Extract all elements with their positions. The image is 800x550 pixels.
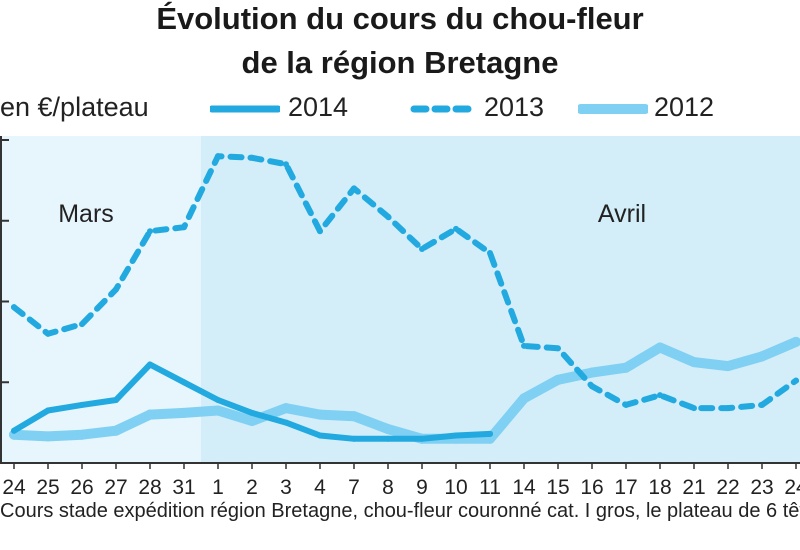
- x-tick-label-13: 10: [444, 476, 467, 499]
- x-tick-label-22: 23: [750, 476, 773, 499]
- x-tick-label-1: 25: [36, 476, 59, 499]
- data-point-2012-16: [553, 374, 563, 385]
- period-label-1: Avril: [598, 200, 646, 228]
- data-point-2013-13: [453, 225, 459, 232]
- data-point-2014-10: [351, 435, 357, 442]
- x-tick-label-21: 22: [716, 476, 739, 499]
- data-point-2013-16: [555, 345, 561, 352]
- data-point-2013-9: [317, 228, 323, 235]
- x-tick-label-12: 9: [416, 476, 428, 499]
- data-point-2013-3: [113, 286, 119, 293]
- period-band-0: [0, 136, 201, 463]
- legend-swatch-2012: [578, 104, 648, 114]
- data-point-2012-1: [43, 431, 53, 442]
- x-tick-label-17: 16: [580, 476, 603, 499]
- data-point-2013-14: [487, 250, 493, 257]
- x-tick-label-3: 27: [104, 476, 127, 499]
- x-tick-label-7: 2: [246, 476, 258, 499]
- data-point-2014-1: [45, 407, 51, 414]
- data-point-2013-20: [691, 405, 697, 412]
- data-point-2014-9: [317, 432, 323, 439]
- data-point-2013-8: [283, 161, 289, 168]
- data-point-2013-15: [521, 342, 527, 349]
- data-point-2013-10: [351, 185, 357, 192]
- data-point-2013-1: [45, 330, 51, 337]
- data-point-2013-17: [589, 383, 595, 390]
- data-point-2014-0: [11, 427, 17, 434]
- data-point-2012-11: [383, 424, 393, 435]
- x-tick-label-6: 1: [212, 476, 224, 499]
- data-point-2014-3: [113, 397, 119, 404]
- source-footnote: Cours stade expédition région Bretagne, …: [0, 500, 800, 522]
- data-point-2013-11: [385, 213, 391, 220]
- chart-title-line-2: de la région Bretagne: [241, 45, 559, 80]
- x-tick-label-20: 21: [682, 476, 705, 499]
- x-tick-label-15: 14: [512, 476, 536, 499]
- data-point-2012-23: [791, 336, 800, 347]
- x-tick-label-5: 31: [172, 476, 195, 499]
- data-point-2012-22: [757, 351, 767, 362]
- data-point-2012-5: [179, 407, 189, 418]
- data-point-2014-5: [181, 379, 187, 386]
- data-point-2013-5: [181, 224, 187, 231]
- data-point-2014-11: [385, 435, 391, 442]
- data-point-2012-19: [655, 342, 665, 353]
- data-point-2012-21: [723, 361, 733, 372]
- chart-title-line-1: Évolution du cours du chou-fleur: [156, 1, 644, 36]
- data-point-2014-7: [249, 409, 255, 416]
- data-point-2014-13: [453, 432, 459, 439]
- data-point-2012-20: [689, 357, 699, 368]
- legend-label-2012: 2012: [654, 92, 715, 122]
- x-tick-label-23: 24: [784, 476, 800, 499]
- data-point-2012-17: [587, 367, 597, 378]
- series-line-2012: [9, 336, 800, 444]
- data-point-2013-2: [79, 321, 85, 328]
- data-point-2013-23: [793, 377, 799, 384]
- x-tick-label-10: 7: [348, 476, 360, 499]
- data-point-2012-7: [247, 416, 257, 427]
- x-tick-label-2: 26: [70, 476, 93, 499]
- x-tick-label-14: 11: [479, 476, 501, 499]
- data-point-2013-0: [11, 304, 17, 311]
- data-point-2014-2: [79, 401, 85, 408]
- data-point-2014-12: [419, 435, 425, 442]
- data-point-2013-12: [419, 246, 425, 253]
- data-point-2013-4: [147, 228, 153, 235]
- data-point-2012-2: [77, 429, 87, 440]
- data-point-2013-21: [725, 405, 731, 412]
- x-tick-label-0: 24: [2, 476, 26, 499]
- legend-label-2013: 2013: [484, 92, 545, 122]
- data-point-2014-8: [283, 419, 289, 426]
- legend-label-2014: 2014: [288, 92, 349, 122]
- period-label-0: Mars: [58, 200, 114, 228]
- data-point-2012-6: [213, 405, 223, 416]
- x-tick-label-18: 17: [614, 476, 637, 499]
- data-point-2014-14: [487, 430, 493, 437]
- series-line-2013: [11, 153, 799, 412]
- data-point-2012-10: [349, 411, 359, 422]
- data-point-2012-15: [519, 393, 529, 404]
- data-point-2014-6: [215, 397, 221, 404]
- legend-swatch-2014: [210, 105, 280, 113]
- data-point-2013-22: [759, 401, 765, 408]
- x-tick-label-19: 18: [648, 476, 671, 499]
- x-tick-label-8: 3: [280, 476, 292, 499]
- data-point-2012-18: [621, 362, 631, 373]
- data-point-2014-4: [147, 361, 153, 368]
- data-point-2012-9: [315, 409, 325, 420]
- x-tick-label-9: 4: [314, 476, 326, 499]
- x-tick-label-4: 28: [138, 476, 161, 499]
- data-point-2013-7: [249, 154, 255, 161]
- data-point-2012-8: [281, 403, 291, 414]
- y-axis-label: en €/plateau: [0, 92, 149, 122]
- data-point-2012-3: [111, 425, 121, 436]
- data-point-2013-6: [215, 153, 221, 160]
- x-tick-label-16: 15: [546, 476, 569, 499]
- data-point-2012-4: [145, 409, 155, 420]
- data-point-2013-19: [657, 392, 663, 399]
- x-tick-label-11: 8: [382, 476, 394, 499]
- legend-swatch-2013: [410, 105, 476, 113]
- data-point-2013-18: [623, 401, 629, 408]
